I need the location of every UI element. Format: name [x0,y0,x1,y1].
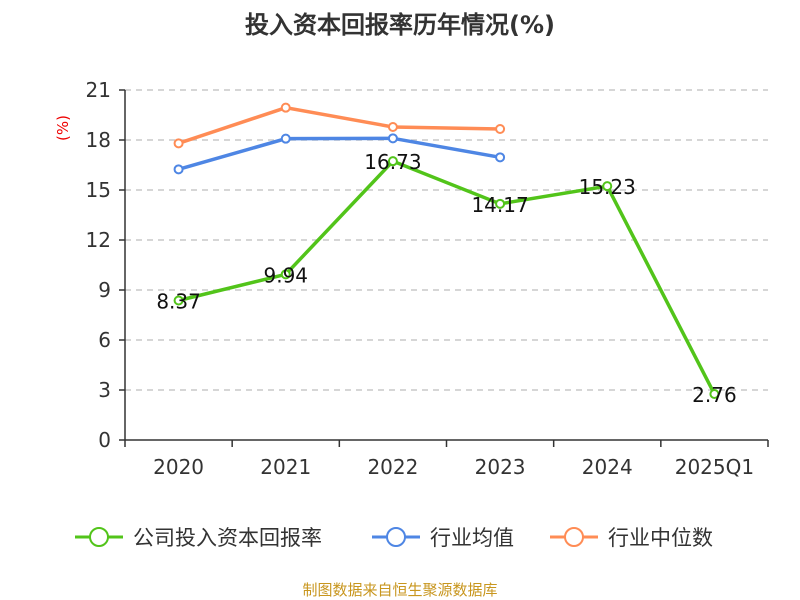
data-point [495,152,506,163]
data-label: 15.23 [579,175,636,199]
y-tick-label: 15 [86,178,111,202]
data-point [602,181,613,192]
data-point [387,133,398,144]
legend-label: 行业均值 [430,526,514,550]
data-point [495,198,506,209]
legend-marker-icon [89,527,109,547]
chart-title: 投入资本回报率历年情况(%) [245,11,555,39]
data-label: 9.94 [263,263,308,287]
y-tick-label: 3 [98,378,111,402]
x-tick-label: 2024 [582,455,633,479]
data-label: 8.37 [156,290,201,314]
series-line-0 [178,159,716,395]
y-tick-label: 21 [86,78,111,102]
x-tick-label: 2022 [367,455,418,479]
series-line-1 [178,136,501,172]
data-point [280,102,291,113]
data-point [173,138,184,149]
data-label: 2.76 [692,383,737,407]
x-tick-label: 2021 [260,455,311,479]
legend-marker-icon [564,527,584,547]
data-point [173,164,184,175]
y-tick-label: 0 [98,428,111,452]
data-point [280,269,291,280]
data-point [387,156,398,167]
data-point [173,295,184,306]
y-tick-label: 12 [86,228,111,252]
source-note: 制图数据来自恒生聚源数据库 [302,581,497,599]
x-tick-label: 2023 [475,455,526,479]
series-line-2 [178,105,501,145]
y-axis-label: (%) [54,115,72,141]
y-tick-label: 6 [98,328,111,352]
x-tick-label: 2025Q1 [675,455,754,479]
y-tick-label: 9 [98,278,111,302]
y-tick-label: 18 [86,128,111,152]
data-label: 16.73 [364,150,421,174]
legend-label: 行业中位数 [608,526,713,550]
data-point [709,389,720,399]
legend-label: 公司投入资本回报率 [133,526,322,550]
data-label: 14.17 [471,193,528,217]
data-point [387,122,398,132]
legend-marker-icon [386,527,406,547]
data-point [495,124,506,134]
data-point [280,133,291,144]
x-tick-label: 2020 [153,455,204,479]
